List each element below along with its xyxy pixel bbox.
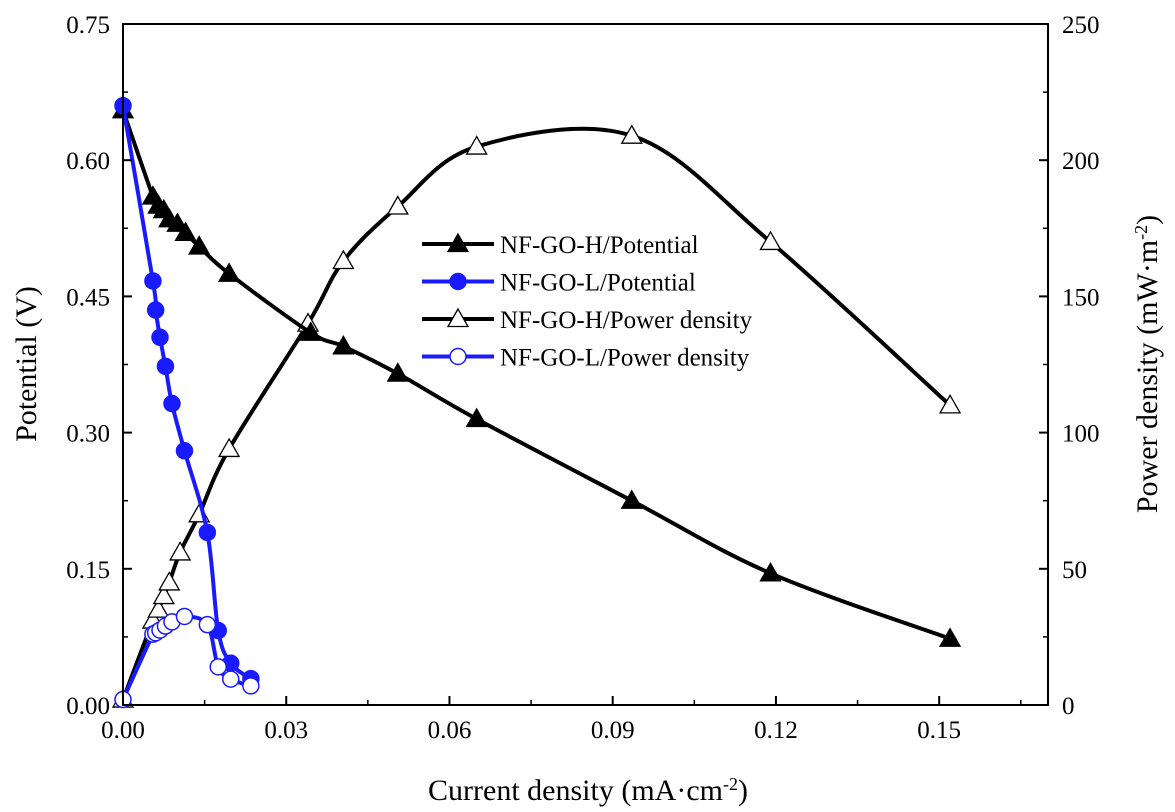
data-point — [169, 541, 192, 561]
x-tick-label: 0.00 — [101, 717, 145, 744]
x-axis-title: Current density (mA·cm-2) — [428, 774, 748, 807]
y-left-axis-title: Potential (V) — [10, 286, 43, 442]
data-point — [163, 394, 181, 413]
legend-marker — [449, 272, 467, 291]
data-point — [152, 584, 175, 605]
data-point — [198, 615, 217, 634]
data-point — [146, 301, 165, 319]
data-point — [386, 195, 409, 215]
data-point — [620, 124, 643, 144]
data-point — [144, 272, 162, 290]
data-point — [217, 437, 241, 458]
data-point — [147, 598, 170, 618]
data-point — [386, 362, 409, 382]
data-point — [620, 489, 643, 509]
series-0 — [111, 98, 962, 647]
series-2 — [111, 124, 962, 708]
x-tick-label: 0.09 — [591, 717, 635, 744]
data-point — [209, 658, 227, 676]
y-right-tick-label: 100 — [1062, 421, 1100, 448]
legend-label: NF-GO-H/Power density — [500, 307, 753, 334]
data-point — [198, 523, 217, 542]
x-tick-label: 0.15 — [917, 717, 961, 744]
data-point — [299, 321, 322, 341]
data-point — [759, 562, 782, 582]
data-point — [465, 135, 488, 155]
data-point — [221, 670, 240, 688]
legend-label: NF-GO-L/Power density — [500, 345, 750, 372]
data-point — [151, 328, 169, 347]
legend-label: NF-GO-H/Potential — [500, 232, 699, 259]
y-right-tick-label: 50 — [1062, 557, 1087, 584]
data-point — [938, 394, 962, 414]
ticks-layer: 0.00 0.03 0.06 0.09 0.12 0.15 0.00 0.15 0.30 0.45… — [66, 12, 1099, 744]
series-line — [121, 103, 253, 681]
x-tick-label: 0.06 — [428, 717, 472, 744]
y-right-tick-label: 150 — [1062, 284, 1100, 311]
data-point — [158, 571, 181, 591]
data-point — [759, 230, 782, 251]
data-point — [174, 221, 197, 241]
data-point — [166, 212, 189, 232]
legend-marker — [449, 347, 467, 366]
data-point — [175, 442, 194, 460]
legend-label: NF-GO-L/Potential — [500, 270, 696, 297]
data-point — [465, 407, 488, 428]
legend: NF-GO-H/Potential NF-GO-L/Potential NF-GO-… — [422, 232, 753, 372]
y-left-tick-label: 0.30 — [66, 421, 110, 448]
series-line — [121, 108, 953, 641]
data-point — [242, 677, 260, 695]
y-right-tick-label: 250 — [1062, 12, 1100, 39]
legend-marker — [446, 232, 470, 253]
x-tick-label: 0.12 — [754, 717, 798, 744]
legend-marker — [446, 307, 470, 328]
y-right-tick-label: 200 — [1062, 148, 1100, 175]
data-point — [175, 607, 194, 626]
series-1 — [114, 96, 260, 688]
series-3 — [114, 607, 260, 709]
data-point — [332, 249, 355, 270]
y-left-tick-label: 0.60 — [66, 148, 110, 175]
data-point — [332, 335, 355, 355]
data-point — [938, 627, 962, 647]
y-right-tick-label: 0 — [1062, 693, 1075, 720]
y-left-tick-label: 0.00 — [66, 693, 110, 720]
y-left-tick-label: 0.75 — [66, 12, 110, 39]
y-left-tick-label: 0.15 — [66, 557, 110, 584]
data-point — [188, 235, 211, 255]
y-left-tick-label: 0.45 — [66, 284, 110, 311]
series-line — [121, 126, 953, 702]
data-point — [217, 262, 241, 282]
y-right-axis-title: Power density (mW·m-2) — [1131, 215, 1164, 513]
data-point — [156, 357, 175, 376]
series-layer — [111, 96, 962, 709]
x-tick-label: 0.03 — [264, 717, 308, 744]
